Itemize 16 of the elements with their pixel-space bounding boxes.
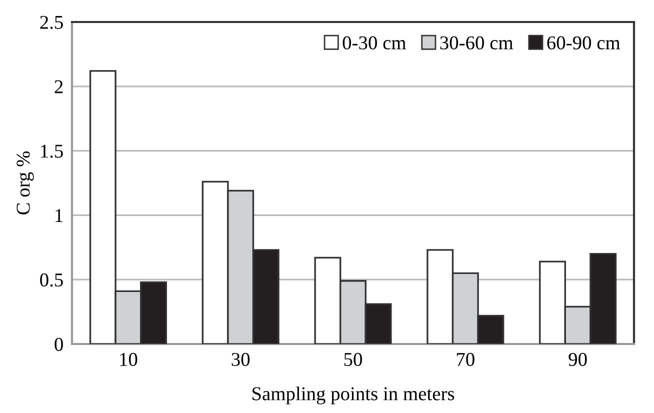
legend-label: 0-30 cm xyxy=(342,36,406,50)
x-tick-label: 30 xyxy=(232,352,250,366)
y-tick-label: 1.5 xyxy=(41,144,63,158)
x-tick-label: 70 xyxy=(456,352,474,366)
legend-label: 60-90 cm xyxy=(547,36,620,50)
x-axis-title: Sampling points in meters xyxy=(252,386,454,404)
y-tick-label: 0.5 xyxy=(40,273,63,287)
y-tick-label: 2.5 xyxy=(40,16,63,30)
x-tick-label: 10 xyxy=(120,352,138,366)
y-axis-title: C org % xyxy=(16,151,34,214)
y-tick-label: 2 xyxy=(54,80,63,94)
x-tick-label: 50 xyxy=(344,352,362,366)
legend-label: 30-60 cm xyxy=(440,36,514,50)
x-tick-label: 90 xyxy=(568,352,587,366)
y-tick-label: 1 xyxy=(56,209,62,222)
y-tick-label: 0 xyxy=(54,338,63,351)
